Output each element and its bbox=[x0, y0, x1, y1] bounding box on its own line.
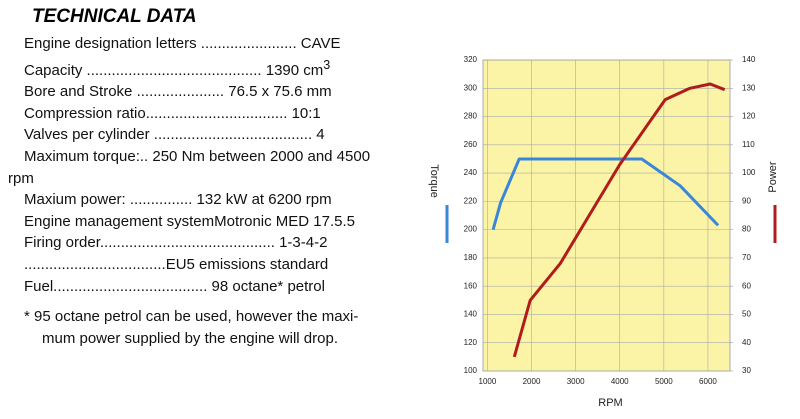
spec-text: Bore and Stroke ..................... 76… bbox=[24, 83, 332, 101]
y-tick-label: 180 bbox=[464, 253, 478, 262]
plot-area bbox=[482, 59, 731, 372]
spec-text: Engine designation letters .............… bbox=[24, 35, 341, 52]
y-tick-label: 300 bbox=[464, 83, 478, 92]
y2-tick-label: 40 bbox=[742, 338, 751, 347]
spec-line: Maxium power: ............... 132 kW at … bbox=[8, 189, 400, 211]
spec-line: Bore and Stroke ..................... 76… bbox=[8, 81, 400, 103]
spec-line: Capacity ...............................… bbox=[8, 55, 400, 82]
y2-tick-label: 60 bbox=[742, 281, 751, 290]
y-tick-label: 120 bbox=[464, 338, 478, 347]
footnote-line: mum power supplied by the engine will dr… bbox=[42, 330, 338, 347]
spec-text: Engine management systemMotronic MED 17.… bbox=[24, 212, 355, 230]
y-tick-label: 260 bbox=[464, 140, 478, 149]
spec-list: Engine designation letters .............… bbox=[8, 33, 400, 297]
data-line bbox=[491, 157, 720, 231]
footnote: * 95 octane petrol can be used, however … bbox=[8, 306, 408, 350]
y2-tick-label: 90 bbox=[742, 196, 751, 205]
spec-text: Maxium power: ............... 132 kW at … bbox=[24, 191, 332, 209]
spec-line: Maximum torque:.. 250 Nm between 2000 an… bbox=[8, 146, 400, 189]
y2-tick-label: 140 bbox=[742, 55, 756, 64]
spec-superscript: 3 bbox=[323, 57, 331, 72]
y2-tick-label: 30 bbox=[742, 366, 751, 375]
spec-line: Fuel....................................… bbox=[8, 276, 400, 298]
y-tick-label: 280 bbox=[464, 112, 478, 121]
data-line bbox=[512, 82, 726, 358]
spec-text: Fuel....................................… bbox=[24, 277, 325, 295]
y-tick-label: 140 bbox=[464, 310, 478, 319]
y-tick-label: 240 bbox=[464, 168, 478, 177]
y-tick-label: 160 bbox=[464, 281, 478, 290]
y-tick-label: 200 bbox=[464, 225, 478, 234]
x-axis-label: RPM bbox=[598, 397, 622, 409]
y2-tick-label: 80 bbox=[742, 225, 751, 234]
y-tick-label: 320 bbox=[464, 55, 478, 64]
y2-tick-label: 110 bbox=[742, 140, 755, 149]
spec-text: Capacity ...............................… bbox=[24, 61, 324, 79]
y-axis-label: Torque bbox=[428, 164, 440, 198]
y2-axis-label: Power bbox=[767, 161, 779, 193]
spec-text: Firing order............................… bbox=[24, 234, 328, 252]
spec-line: Valves per cylinder ....................… bbox=[8, 124, 400, 146]
spec-line: Engine management systemMotronic MED 17.… bbox=[8, 211, 400, 233]
spec-line: Firing order............................… bbox=[8, 232, 400, 254]
spec-text: ..................................EU5 em… bbox=[24, 255, 329, 273]
y2-tick-label: 100 bbox=[742, 168, 756, 177]
y2-tick-label: 130 bbox=[742, 83, 756, 92]
spec-text: Maximum torque:.. 250 Nm between 2000 an… bbox=[8, 147, 375, 187]
x-tick-label: 6000 bbox=[699, 377, 717, 386]
title: TECHNICAL DATA bbox=[32, 6, 197, 27]
x-tick-label: 2000 bbox=[523, 377, 541, 386]
x-tick-label: 3000 bbox=[567, 377, 585, 386]
y-tick-label: 220 bbox=[464, 196, 478, 205]
y2-tick-label: 120 bbox=[742, 112, 756, 121]
x-tick-label: 4000 bbox=[611, 377, 629, 386]
y2-tick-label: 50 bbox=[742, 310, 751, 319]
spec-text: Valves per cylinder ....................… bbox=[24, 126, 325, 144]
spec-text: Compression ratio.......................… bbox=[24, 104, 321, 122]
x-tick-label: 5000 bbox=[655, 377, 673, 386]
y-tick-label: 100 bbox=[464, 366, 478, 375]
spec-line: Engine designation letters .............… bbox=[8, 33, 400, 55]
spec-line: Compression ratio.......................… bbox=[8, 103, 400, 125]
spec-line: ..................................EU5 em… bbox=[8, 254, 400, 276]
footnote-line: * 95 octane petrol can be used, however … bbox=[24, 308, 359, 325]
y2-tick-label: 70 bbox=[742, 253, 751, 262]
x-tick-label: 1000 bbox=[479, 377, 497, 386]
